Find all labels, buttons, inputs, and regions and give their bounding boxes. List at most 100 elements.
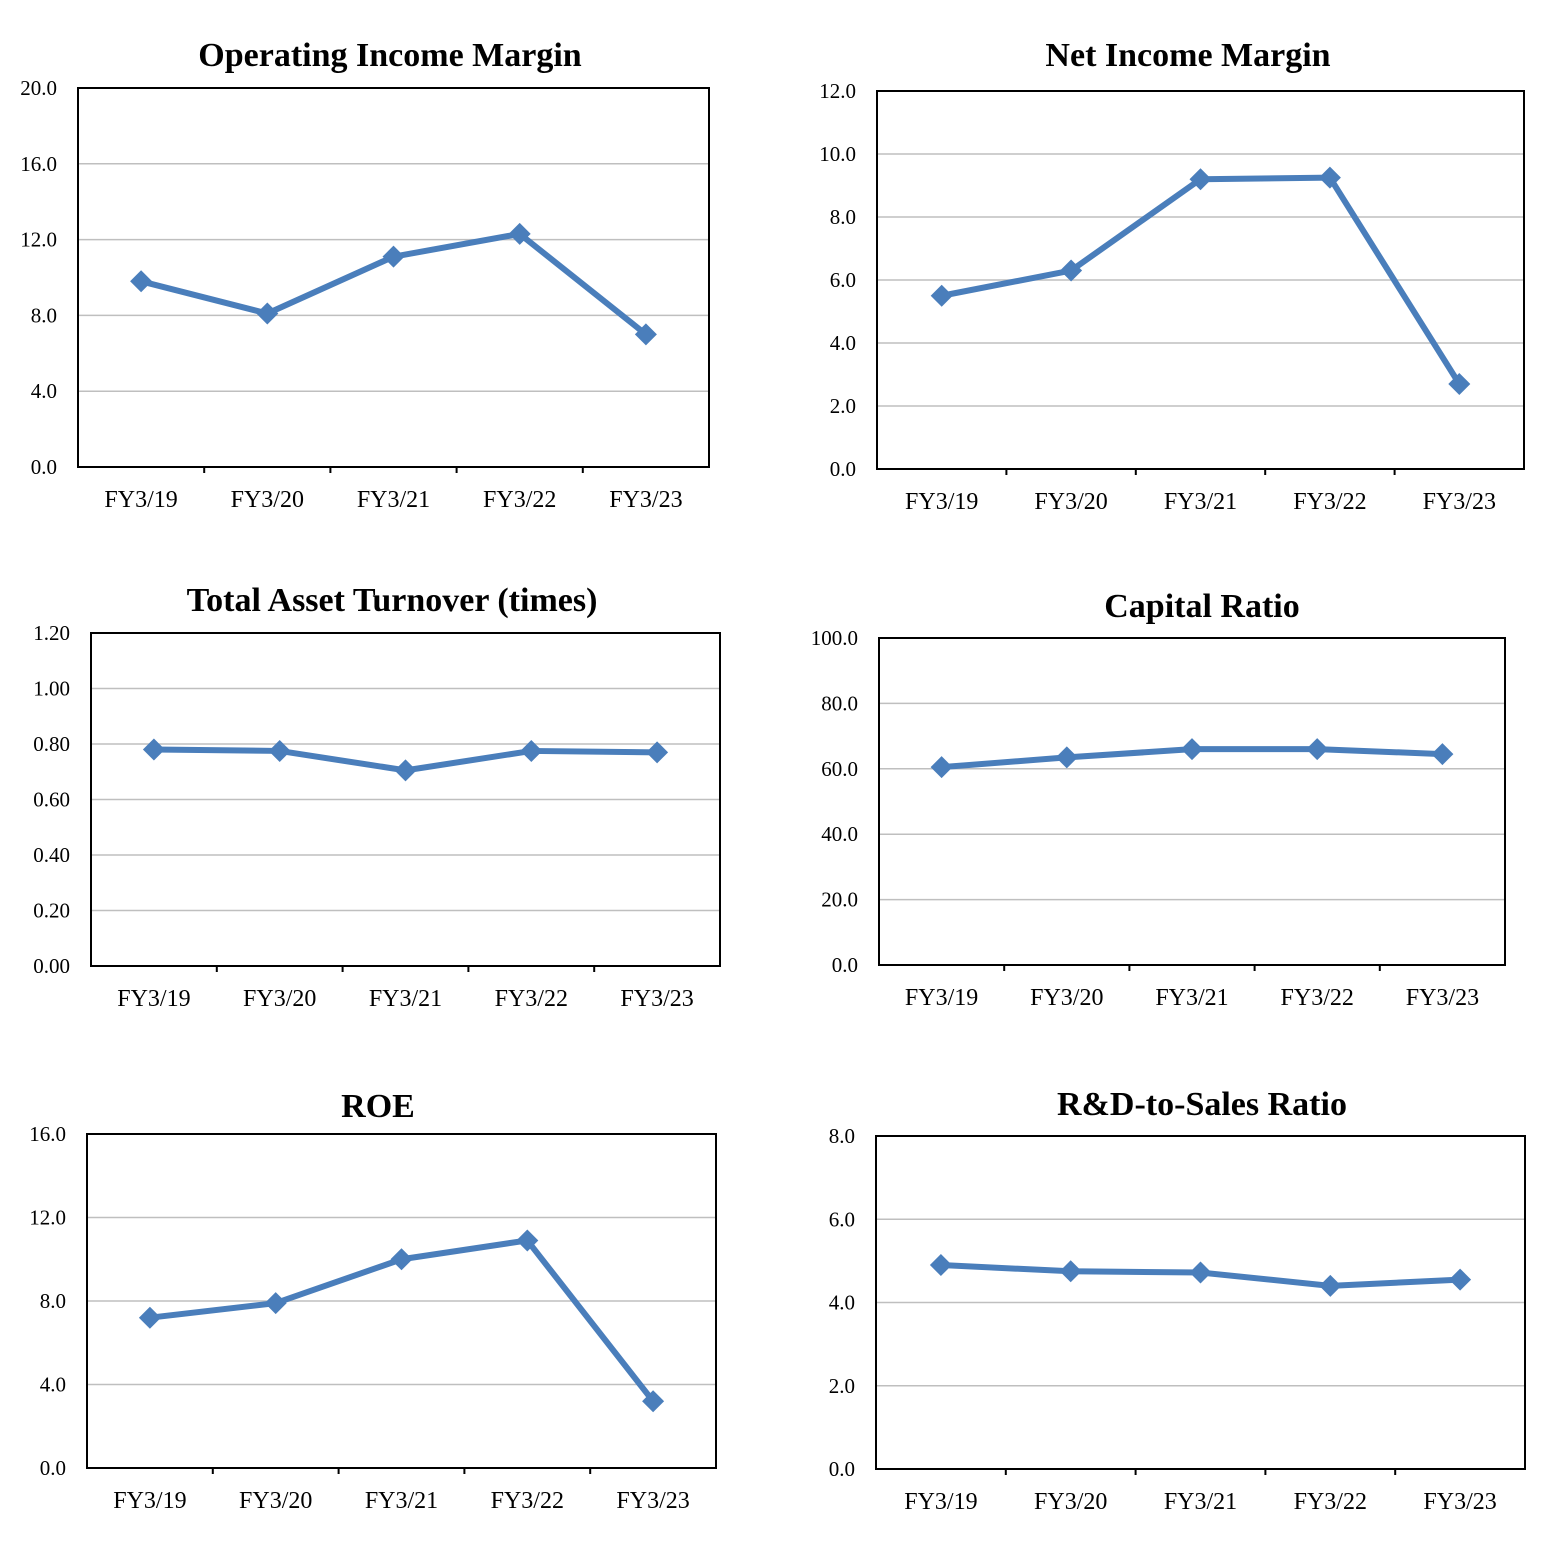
x-category-label: FY3/21	[1155, 985, 1228, 1011]
x-category-label: FY3/21	[1164, 489, 1237, 515]
series-line	[938, 174, 1463, 387]
data-point-marker	[382, 245, 405, 268]
x-category-label: FY3/22	[495, 986, 568, 1012]
data-point-marker	[264, 1292, 287, 1315]
y-tick-label: 0.20	[33, 899, 70, 923]
chart-5: ROE 0.0 4.0 8.0 12.0 16.0 FY3/19 FY3/20 FY3/21 FY…	[29, 1088, 717, 1514]
chart-title: Capital Ratio	[1104, 588, 1300, 625]
plot-frame	[77, 87, 710, 468]
data-point-marker	[390, 1248, 413, 1271]
chart-title: ROE	[341, 1088, 415, 1125]
x-category-label: FY3/20	[231, 487, 304, 513]
y-tick-label: 8.0	[40, 1289, 66, 1313]
y-tick-label: 80.0	[821, 691, 858, 715]
chart-3: Total Asset Turnover (times) 0.00 0.20 0.40…	[33, 582, 721, 1012]
data-point-marker	[1059, 1260, 1082, 1283]
x-category-label: FY3/20	[243, 986, 316, 1012]
x-category-label: FY3/23	[1423, 1489, 1496, 1515]
data-point-marker	[1306, 738, 1329, 761]
x-category-label: FY3/23	[609, 487, 682, 513]
data-point-marker	[1448, 372, 1471, 395]
y-tick-label: 0.80	[33, 732, 70, 756]
x-category-label: FY3/19	[104, 487, 177, 513]
y-tick-label: 40.0	[821, 822, 858, 846]
y-tick-label: 100.0	[811, 626, 858, 650]
y-tick-label: 2.0	[829, 1374, 855, 1398]
y-tick-label: 12.0	[20, 228, 57, 252]
data-point-marker	[394, 759, 417, 782]
data-point-marker	[1318, 166, 1341, 189]
data-point-marker	[516, 1229, 539, 1252]
data-point-marker	[1431, 743, 1454, 766]
data-point-marker	[1189, 1261, 1212, 1284]
y-tick-label: 60.0	[821, 757, 858, 781]
data-point-marker	[1319, 1274, 1342, 1297]
data-point-marker	[256, 302, 279, 325]
y-tick-label: 0.0	[40, 1456, 66, 1480]
data-point-marker	[1060, 259, 1083, 282]
x-category-label: FY3/20	[239, 1488, 312, 1514]
x-category-label: FY3/22	[1293, 489, 1366, 515]
data-point-marker	[508, 222, 531, 245]
y-tick-label: 1.00	[33, 677, 70, 701]
y-tick-label: 10.0	[819, 142, 856, 166]
y-tick-label: 4.0	[829, 1291, 855, 1315]
x-category-label: FY3/21	[1164, 1489, 1237, 1515]
x-category-label: FY3/23	[1423, 489, 1496, 515]
x-category-label: FY3/23	[1406, 985, 1479, 1011]
y-tick-label: 20.0	[20, 76, 57, 100]
plot-frame	[86, 1133, 717, 1469]
plot-frame	[90, 632, 721, 967]
plot-frame	[875, 1135, 1526, 1470]
y-tick-label: 0.00	[33, 954, 70, 978]
data-point-marker	[646, 741, 669, 764]
data-point-marker	[268, 739, 291, 762]
y-tick-label: 4.0	[40, 1373, 66, 1397]
y-tick-label: 0.0	[31, 455, 57, 479]
x-category-label: FY3/21	[369, 986, 442, 1012]
y-tick-label: 8.0	[31, 303, 57, 327]
y-tick-label: 16.0	[20, 152, 57, 176]
x-category-label: FY3/20	[1030, 985, 1103, 1011]
x-category-label: FY3/22	[1294, 1489, 1367, 1515]
y-tick-label: 0.60	[33, 788, 70, 812]
chart-title: R&D-to-Sales Ratio	[1057, 1086, 1347, 1123]
x-category-label: FY3/19	[113, 1488, 186, 1514]
x-category-label: FY3/22	[1281, 985, 1354, 1011]
x-category-label: FY3/20	[1034, 1489, 1107, 1515]
chart-4: Capital Ratio 0.0 20.0 40.0 60.0 80.0 100.0 FY3…	[811, 588, 1506, 1011]
y-tick-label: 0.0	[832, 953, 858, 977]
data-point-marker	[1181, 738, 1203, 761]
chart-title: Operating Income Margin	[198, 37, 581, 74]
x-category-label: FY3/22	[483, 487, 556, 513]
chart-2: Net Income Margin 0.0 2.0 4.0 6.0 8.0 10.0 12.0…	[819, 37, 1525, 515]
y-tick-label: 4.0	[31, 379, 57, 403]
y-tick-label: 20.0	[821, 888, 858, 912]
plot-frame	[878, 637, 1506, 966]
x-category-label: FY3/21	[357, 487, 430, 513]
chart-1: Operating Income Margin 0.0 4.0 8.0 12.0 16.0…	[20, 37, 710, 513]
y-tick-label: 2.0	[830, 394, 856, 418]
data-point-marker	[634, 323, 657, 346]
x-category-label: FY3/23	[620, 986, 693, 1012]
y-tick-label: 0.0	[830, 457, 856, 481]
y-tick-label: 1.20	[33, 621, 70, 645]
data-point-marker	[930, 284, 953, 307]
chart-title: Total Asset Turnover (times)	[187, 582, 598, 619]
data-point-marker	[1449, 1268, 1472, 1291]
x-category-label: FY3/20	[1034, 489, 1107, 515]
y-tick-label: 8.0	[830, 205, 856, 229]
data-point-marker	[642, 1390, 665, 1413]
chart-title: Net Income Margin	[1045, 37, 1330, 74]
y-tick-label: 12.0	[819, 79, 856, 103]
y-tick-label: 0.40	[33, 843, 70, 867]
y-tick-label: 0.0	[829, 1457, 855, 1481]
x-category-label: FY3/21	[365, 1488, 438, 1514]
x-category-label: FY3/22	[491, 1488, 564, 1514]
x-category-label: FY3/19	[905, 985, 978, 1011]
data-point-marker	[520, 739, 543, 762]
y-tick-label: 6.0	[829, 1207, 855, 1231]
data-point-marker	[930, 756, 953, 779]
chart-6: R&D-to-Sales Ratio 0.0 2.0 4.0 6.0 8.0 FY3/19 F…	[829, 1086, 1526, 1515]
y-tick-label: 6.0	[830, 268, 856, 292]
